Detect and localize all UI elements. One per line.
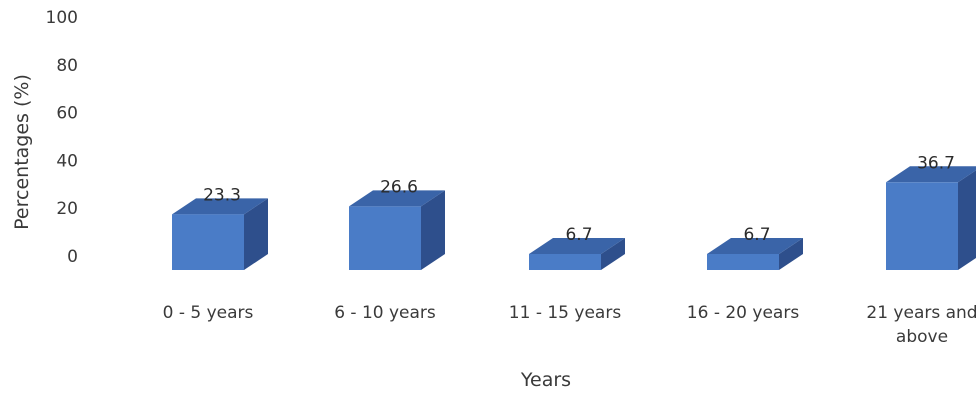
data-label: 26.6 [380,177,418,197]
x-category-label: 6 - 10 years [334,303,436,323]
bar-front-face [529,253,601,270]
y-axis-title: Percentages (%) [11,74,33,230]
bar-side-face [601,237,625,270]
bar-side-face [779,237,803,270]
y-tick-label: 0 [67,247,78,267]
bar-top-face [529,237,625,254]
x-category-label: 0 - 5 years [163,303,254,323]
bar-front-face [886,182,958,270]
bar-front-face [707,253,779,270]
bar [349,190,445,270]
data-label: 36.7 [917,153,955,173]
bar-side-face [244,198,268,270]
data-label: 23.3 [203,185,241,205]
bar-side-face [421,190,445,270]
bars [172,166,976,270]
bar-top-face [886,166,976,183]
y-tick-label: 100 [46,8,78,28]
y-tick-label: 80 [56,56,78,76]
x-category-label: 21 years and above [866,303,976,347]
bar [886,166,976,270]
bar-side-face [958,170,976,270]
data-label: 6.7 [565,225,592,245]
y-tick-label: 40 [56,151,78,171]
x-category-label: 16 - 20 years [687,303,800,323]
bar-front-face [349,206,421,270]
y-tick-label: 20 [56,199,78,219]
bar-top-face [172,198,268,215]
y-tick-label: 60 [56,104,78,124]
x-category-label: 11 - 15 years [509,303,622,323]
bar [707,237,803,270]
bar-front-face [172,214,244,270]
data-label: 6.7 [743,225,770,245]
bar [172,198,268,270]
bar-top-face [707,237,803,254]
x-axis-categories: 0 - 5 years 6 - 10 years 11 - 15 years 16 -… [163,303,976,347]
x-axis-title: Years [520,369,571,391]
y-axis-ticks: 0 20 40 60 80 100 [46,8,78,267]
bar [529,237,625,270]
bar-top-face [349,190,445,207]
data-labels: 23.3 26.6 6.7 6.7 36.7 [203,153,955,245]
